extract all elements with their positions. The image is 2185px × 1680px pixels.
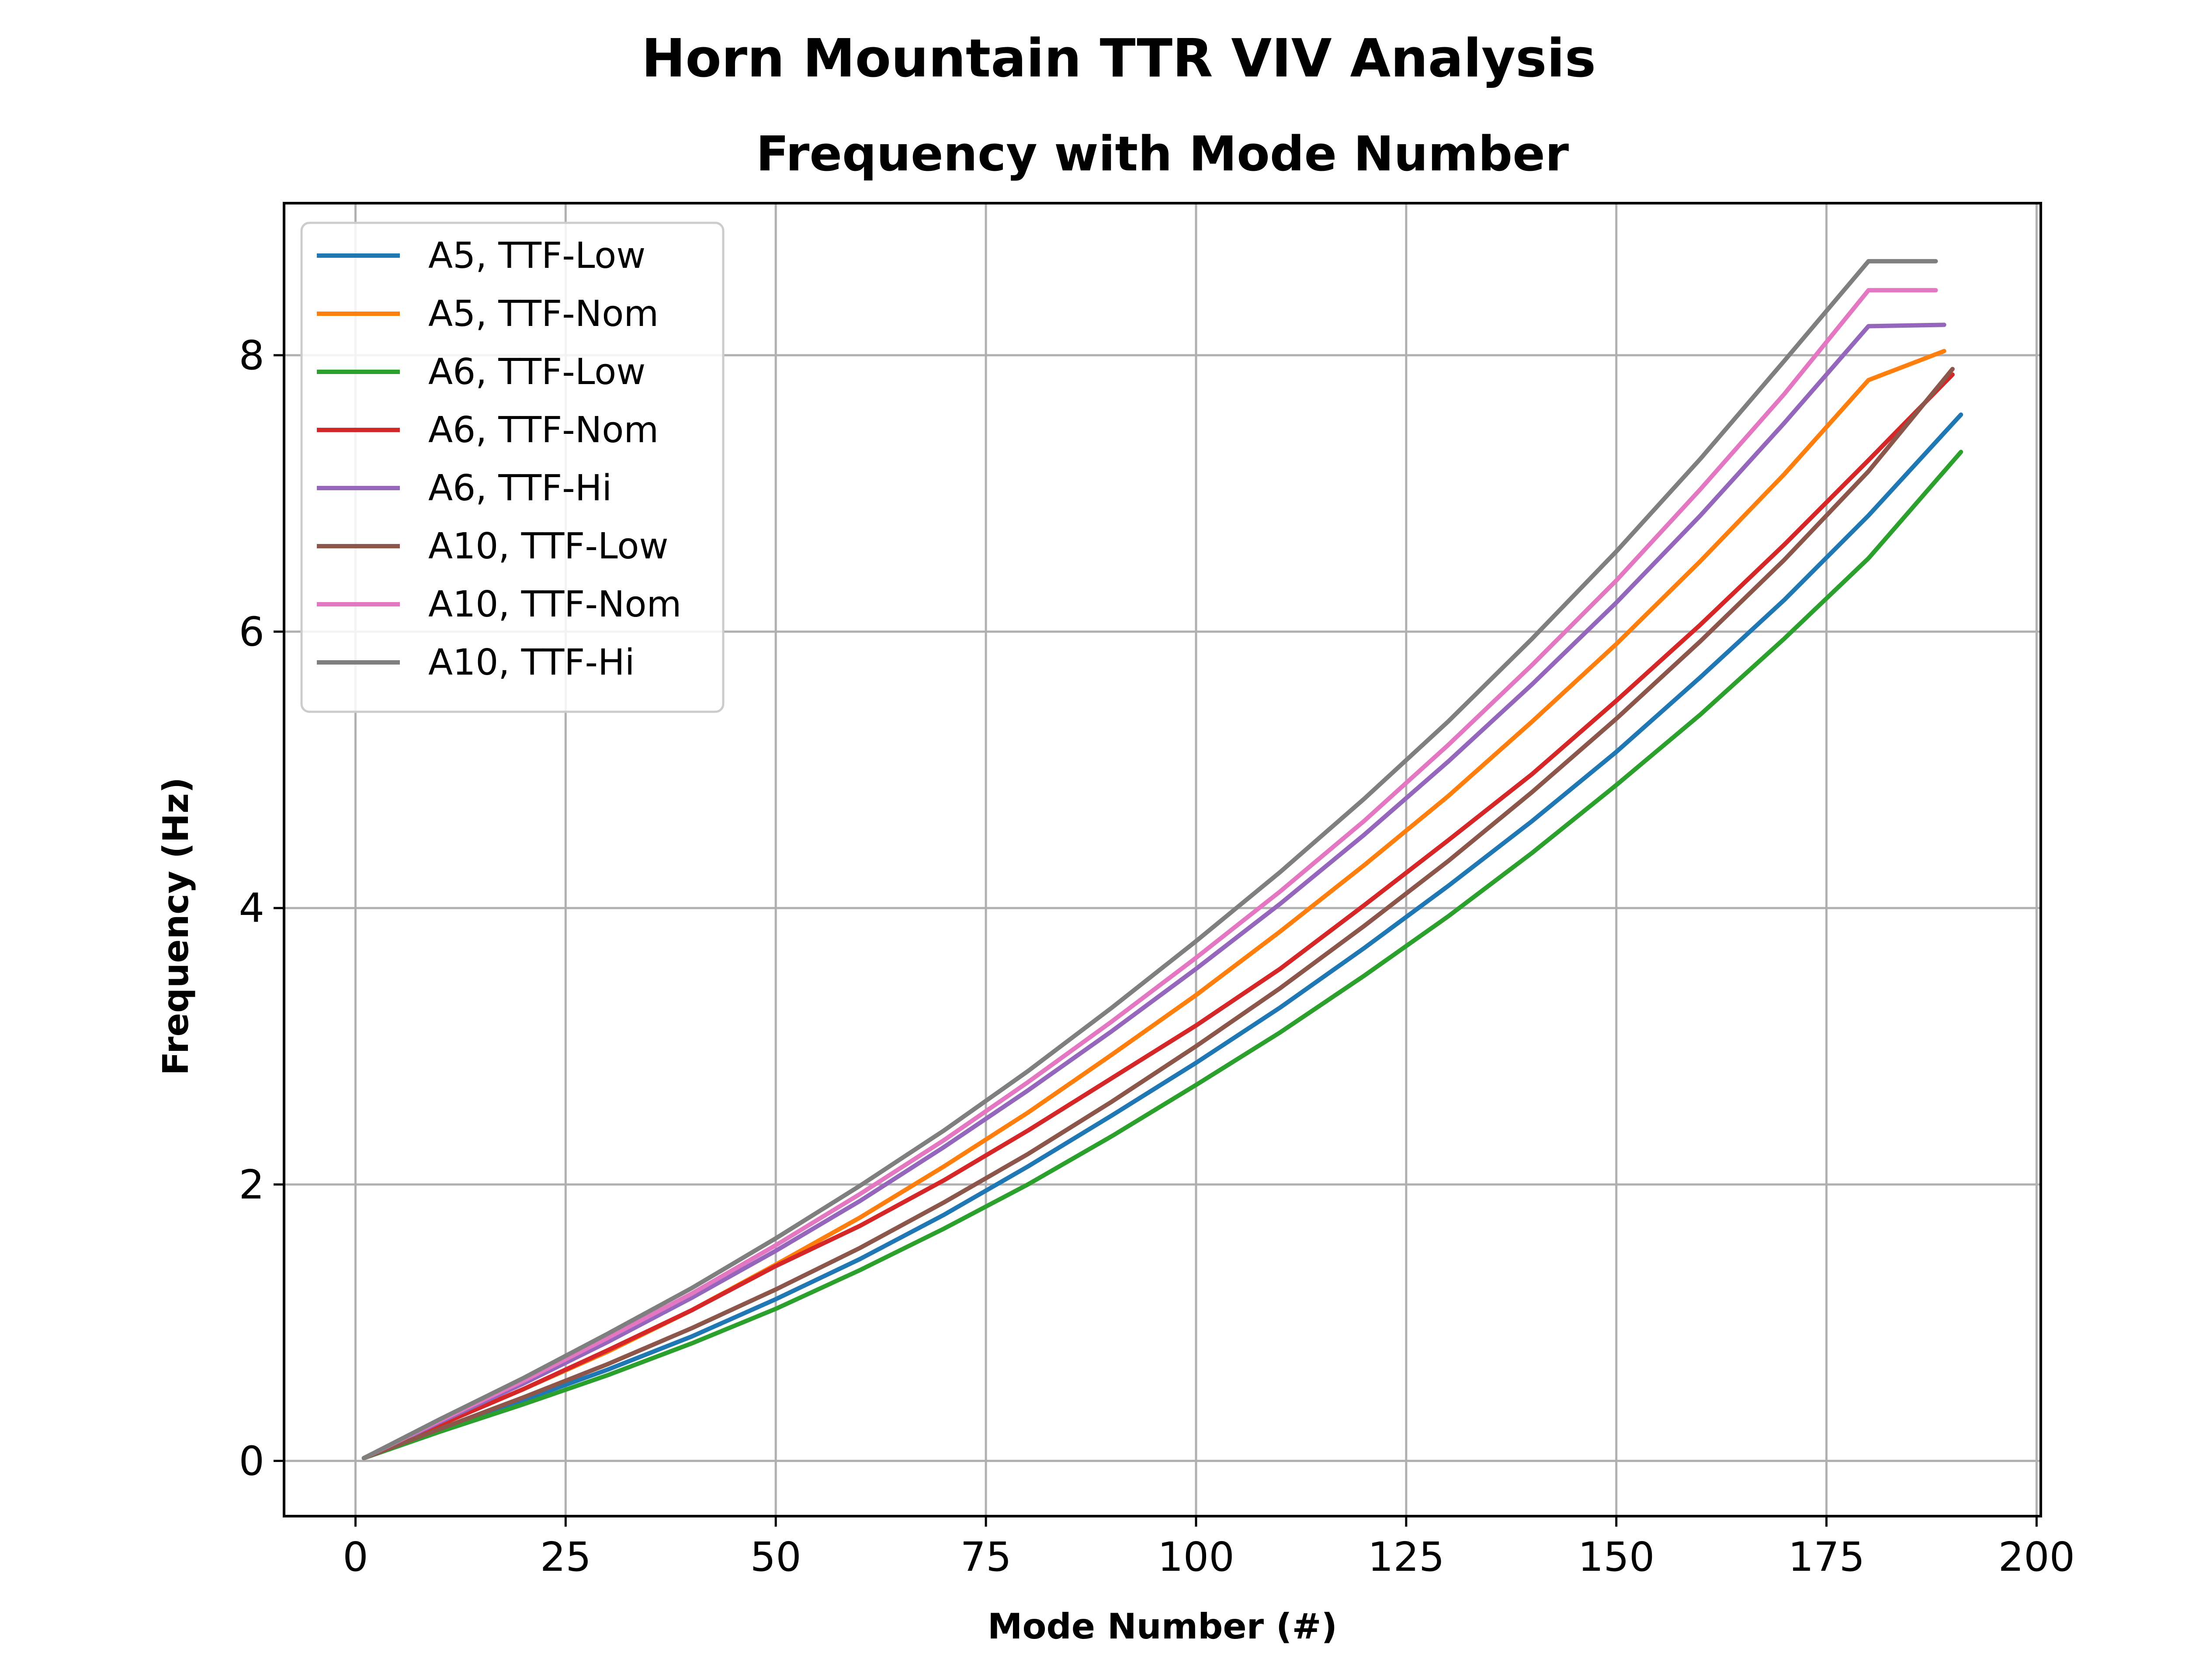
legend-label: A10, TTF-Hi: [428, 642, 635, 683]
legend-label: A5, TTF-Nom: [428, 293, 659, 335]
series-line-8: [361, 259, 1938, 1461]
series-line-3: [361, 450, 1963, 1461]
y-tick-label: 8: [239, 332, 264, 379]
y-tick-label: 0: [239, 1438, 264, 1484]
ticks: 0 25 50 75 100 125 150 175 200 0 2 4 6 8: [239, 332, 2075, 1580]
legend-label: A10, TTF-Nom: [428, 584, 681, 625]
series-line-6: [361, 367, 1955, 1461]
x-tick-label: 0: [343, 1534, 368, 1580]
legend-label: A5, TTF-Low: [428, 235, 645, 277]
x-tick-label: 100: [1158, 1534, 1235, 1580]
legend-box: [300, 222, 725, 713]
series-line-4: [361, 372, 1955, 1461]
x-tick-label: 150: [1578, 1534, 1655, 1580]
x-tick-label: 175: [1788, 1534, 1865, 1580]
x-tick-label: 50: [750, 1534, 801, 1580]
y-tick-label: 2: [239, 1161, 264, 1208]
legend: A5, TTF-Low A5, TTF-Nom A6, TTF-Low A6, TTF…: [300, 222, 725, 713]
chart-suptitle: Horn Mountain TTR VIV Analysis: [642, 28, 1596, 89]
x-tick-label: 200: [1998, 1534, 2075, 1580]
x-tick-label: 75: [961, 1534, 1012, 1580]
series-line-1: [361, 412, 1963, 1461]
legend-label: A6, TTF-Low: [428, 351, 645, 393]
legend-label: A6, TTF-Hi: [428, 468, 612, 509]
series-line-5: [361, 322, 1946, 1461]
y-axis-label: Frequency (Hz): [156, 777, 196, 1076]
chart-title: Frequency with Mode Number: [756, 126, 1569, 182]
plot-frame: [283, 202, 2042, 1517]
y-tick-label: 4: [239, 885, 264, 932]
x-axis-label: Mode Number (#): [988, 1606, 1337, 1647]
legend-label: A6, TTF-Nom: [428, 409, 659, 451]
grid: [284, 203, 2041, 1516]
y-tick-label: 6: [239, 609, 264, 655]
x-tick-label: 125: [1368, 1534, 1445, 1580]
series-lines: [361, 259, 1963, 1461]
x-tick-label: 25: [540, 1534, 591, 1580]
series-line-7: [361, 288, 1938, 1461]
legend-label: A10, TTF-Low: [428, 526, 669, 567]
